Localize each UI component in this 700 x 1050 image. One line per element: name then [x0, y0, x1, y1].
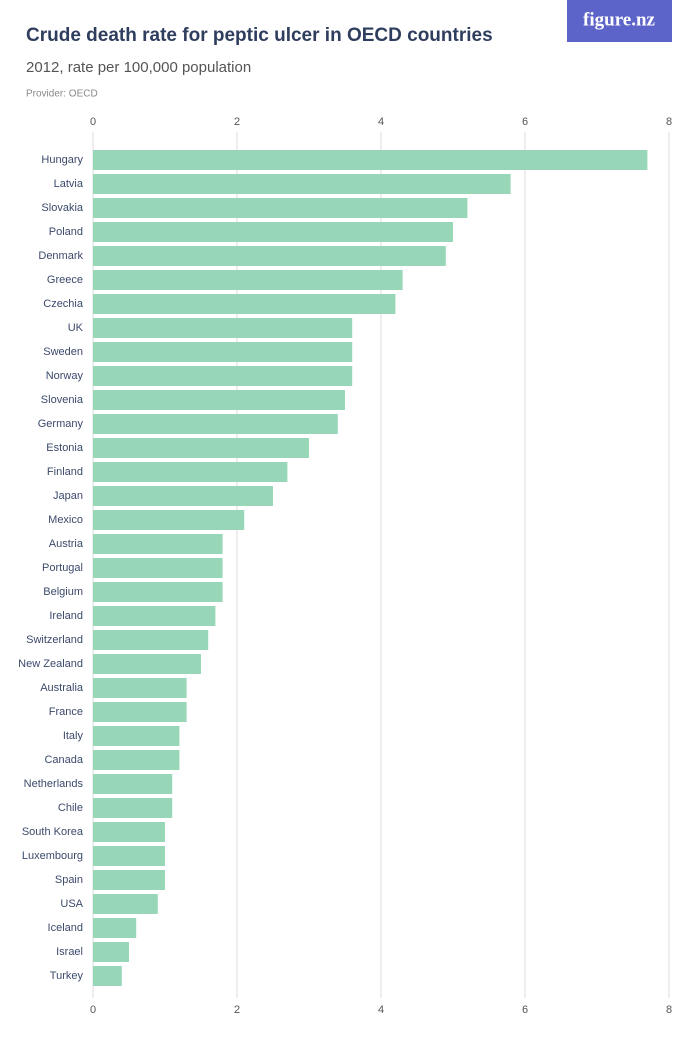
x-tick-label: 6 [522, 1004, 528, 1016]
bar [93, 678, 187, 698]
bar [93, 198, 468, 218]
bar [93, 510, 245, 530]
chart-subtitle: 2012, rate per 100,000 population [26, 59, 251, 76]
y-tick-label: Belgium [43, 586, 83, 598]
y-tick-label: New Zealand [18, 658, 83, 670]
y-tick-label: Italy [63, 730, 84, 742]
bar [93, 462, 288, 482]
bar [93, 702, 187, 722]
y-tick-label: UK [68, 322, 84, 334]
y-tick-label: Slovakia [41, 202, 83, 214]
bar [93, 270, 403, 290]
y-tick-label: Netherlands [24, 778, 84, 790]
y-tick-label: Israel [56, 946, 83, 958]
bar [93, 918, 137, 938]
y-tick-label: Canada [44, 754, 83, 766]
bar [93, 174, 511, 194]
bar [93, 654, 201, 674]
y-tick-label: Luxembourg [22, 850, 83, 862]
y-tick-label: Sweden [43, 346, 83, 358]
x-tick-label: 0 [90, 1004, 96, 1016]
y-tick-label: Poland [49, 226, 83, 238]
y-tick-label: Mexico [48, 514, 83, 526]
x-tick-label: 4 [378, 116, 384, 128]
bar [93, 342, 353, 362]
y-tick-label: Japan [53, 490, 83, 502]
bar [93, 366, 353, 386]
y-tick-label: Hungary [41, 154, 83, 166]
x-tick-label: 8 [666, 1004, 672, 1016]
bar [93, 966, 122, 986]
y-tick-label: Czechia [43, 298, 84, 310]
x-tick-label: 6 [522, 116, 528, 128]
y-tick-label: France [49, 706, 83, 718]
bar [93, 318, 353, 338]
y-tick-label: Australia [40, 682, 84, 694]
x-tick-label: 0 [90, 116, 96, 128]
logo[interactable]: figure.nz [583, 9, 656, 30]
bar [93, 870, 165, 890]
bar [93, 246, 446, 266]
bar [93, 582, 223, 602]
bar [93, 558, 223, 578]
y-tick-label: Slovenia [41, 394, 84, 406]
y-tick-label: Finland [47, 466, 83, 478]
bar [93, 390, 345, 410]
bar [93, 294, 396, 314]
provider: Provider: OECD [26, 89, 98, 100]
bar [93, 534, 223, 554]
y-tick-label: Greece [47, 274, 83, 286]
y-tick-label: Latvia [54, 178, 84, 190]
bar [93, 726, 180, 746]
bar [93, 942, 129, 962]
bar [93, 438, 309, 458]
bar [93, 414, 338, 434]
x-tick-label: 2 [234, 116, 240, 128]
y-tick-label: Turkey [50, 970, 84, 982]
bar [93, 486, 273, 506]
y-tick-label: Spain [55, 874, 83, 886]
y-tick-label: Norway [46, 370, 84, 382]
bar [93, 222, 453, 242]
y-tick-label: Iceland [48, 922, 83, 934]
bar [93, 750, 180, 770]
y-tick-label: Portugal [42, 562, 83, 574]
x-tick-label: 4 [378, 1004, 384, 1016]
bar [93, 774, 173, 794]
x-tick-label: 8 [666, 116, 672, 128]
y-tick-label: Estonia [46, 442, 84, 454]
bar [93, 150, 648, 170]
bar [93, 630, 209, 650]
y-tick-label: Ireland [49, 610, 83, 622]
chart-title: Crude death rate for peptic ulcer in OEC… [26, 25, 493, 46]
bar [93, 798, 173, 818]
y-tick-label: USA [60, 898, 83, 910]
y-tick-label: Denmark [38, 250, 83, 262]
y-tick-label: Austria [49, 538, 84, 550]
bar [93, 846, 165, 866]
bar [93, 606, 216, 626]
bar [93, 822, 165, 842]
y-tick-label: Switzerland [26, 634, 83, 646]
y-tick-label: Germany [38, 418, 84, 430]
y-tick-label: South Korea [22, 826, 84, 838]
x-tick-label: 2 [234, 1004, 240, 1016]
logo-box [567, 0, 672, 42]
y-tick-label: Chile [58, 802, 83, 814]
bar [93, 894, 158, 914]
